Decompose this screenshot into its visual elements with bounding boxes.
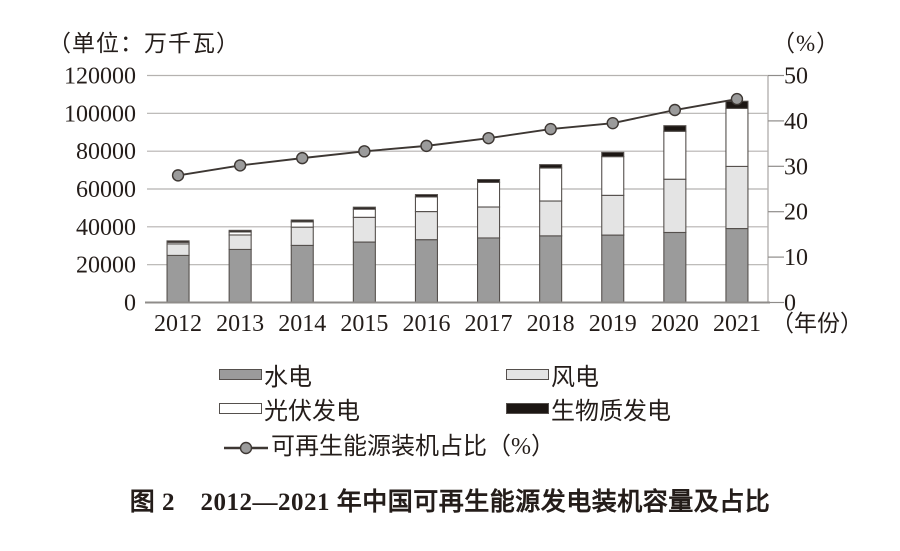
- right-axis-tick-label: 40: [784, 109, 808, 135]
- bar-segment-wind-2015: [352, 216, 376, 243]
- share-line-marker-icon: [224, 436, 268, 454]
- legend-label-biomass: 生物质发电: [551, 399, 671, 425]
- bar-segment-wind-2017: [476, 206, 501, 239]
- bar-segment-solar-2020: [663, 130, 687, 180]
- right-axis-tick-label: 0: [784, 291, 796, 317]
- share-point-2016: [420, 139, 433, 153]
- right-axis-tick-label: 30: [784, 154, 808, 180]
- legend-item-hydro: 水电: [219, 357, 312, 392]
- x-axis-year-label: 2013: [216, 311, 264, 337]
- bar-segment-wind-2018: [539, 200, 563, 237]
- x-axis-year-label: 2012: [154, 311, 202, 337]
- legend-item-share: 可再生能源装机占比（%）: [224, 426, 555, 461]
- share-point-2012: [171, 169, 185, 182]
- x-axis-year-label: 2020: [651, 311, 699, 337]
- bar-segment-wind-2021: [725, 165, 749, 230]
- bar-segment-biomass-2013: [228, 229, 252, 233]
- bar-segment-solar-2019: [601, 156, 625, 196]
- bar-segment-solar-2017: [476, 181, 501, 208]
- bar-segment-biomass-2016: [414, 194, 439, 198]
- x-axis-year-label: 2017: [465, 311, 513, 337]
- right-axis-unit-label: （%）: [772, 31, 841, 56]
- legend-item-solar: 光伏发电: [219, 391, 360, 426]
- bar-segment-wind-2019: [601, 194, 625, 236]
- share-point-2021: [730, 92, 744, 106]
- bar-segment-hydro-2021: [725, 228, 749, 304]
- bar-segment-biomass-2012: [166, 240, 190, 243]
- bar-segment-hydro-2012: [166, 254, 190, 304]
- legend-label-solar: 光伏发电: [264, 399, 360, 425]
- wind-swatch-icon: [506, 369, 549, 380]
- bar-segment-hydro-2017: [476, 237, 501, 304]
- bar-segment-solar-2021: [725, 107, 749, 167]
- bar-segment-solar-2015: [352, 208, 376, 218]
- bar-segment-solar-2016: [414, 196, 439, 213]
- x-axis-year-label: 2021: [713, 311, 761, 337]
- share-point-2020: [668, 103, 682, 117]
- left-axis-tick-label: 40000: [76, 215, 136, 241]
- bar-segment-biomass-2019: [601, 151, 625, 158]
- hydro-swatch-icon: [219, 369, 262, 380]
- bar-segment-biomass-2015: [352, 206, 376, 210]
- stacked-bar-line-chart: 0 20000 40000 60000 80000 100000 120000 0 10 20 30…: [64, 64, 863, 338]
- share-point-2014: [296, 151, 309, 165]
- x-axis-year-label: 2014: [278, 311, 326, 337]
- legend-item-biomass: 生物质发电: [506, 391, 671, 426]
- share-point-2015: [358, 145, 371, 158]
- legend-item-wind: 风电: [506, 357, 599, 392]
- bar-segment-wind-2012: [166, 243, 190, 256]
- bar-segment-wind-2013: [228, 234, 252, 251]
- figure-caption: 图 2 2012—2021 年中国可再生能源发电装机容量及占比: [129, 489, 771, 516]
- bar-segment-hydro-2014: [290, 244, 314, 304]
- bar-segment-hydro-2015: [352, 241, 376, 304]
- legend-label-share: 可再生能源装机占比（%）: [271, 434, 555, 460]
- right-axis-tick-label: 20: [784, 200, 808, 226]
- share-line: [177, 98, 738, 177]
- left-axis-unit-label: （单位：万千瓦）: [48, 31, 240, 56]
- x-axis-year-label: 2016: [402, 311, 450, 337]
- right-axis-tick-label: 50: [784, 64, 808, 90]
- left-axis-tick-label: 60000: [76, 177, 136, 203]
- right-axis-tick-label: 10: [784, 245, 808, 271]
- legend-label-wind: 风电: [551, 365, 599, 391]
- bar-segment-wind-2014: [290, 226, 314, 246]
- share-point-2019: [606, 116, 619, 130]
- left-axis-tick-label: 120000: [64, 64, 136, 90]
- bar-segment-biomass-2017: [476, 179, 501, 183]
- bar-segment-hydro-2018: [539, 235, 563, 304]
- bar-segment-hydro-2020: [663, 231, 687, 304]
- left-axis-tick-label: 20000: [76, 253, 136, 279]
- left-axis-tick-label: 0: [124, 291, 136, 317]
- bar-segment-wind-2020: [663, 178, 687, 234]
- x-axis-year-label: 2018: [527, 311, 575, 337]
- left-axis-tick-label: 100000: [64, 101, 136, 127]
- x-axis-year-label: 2015: [340, 311, 388, 337]
- bar-segment-hydro-2019: [601, 234, 625, 304]
- bar-segment-wind-2016: [414, 211, 439, 241]
- bar-segment-biomass-2018: [539, 164, 563, 169]
- bar-segment-biomass-2014: [290, 219, 314, 223]
- share-point-2013: [233, 159, 247, 172]
- left-axis-tick-label: 80000: [76, 139, 136, 165]
- bar-segment-solar-2014: [290, 221, 314, 228]
- bar-segment-solar-2018: [539, 167, 563, 202]
- share-point-2017: [482, 131, 495, 145]
- solar-swatch-icon: [219, 403, 262, 414]
- x-axis-suffix-label: （年份）: [771, 311, 863, 336]
- legend-marker: [239, 441, 253, 454]
- share-point-2018: [544, 122, 557, 136]
- x-axis-year-label: 2019: [589, 311, 637, 337]
- bar-segment-hydro-2016: [414, 239, 439, 304]
- bar-segment-biomass-2020: [663, 125, 687, 132]
- legend-label-hydro: 水电: [264, 365, 312, 391]
- bar-segment-hydro-2013: [228, 248, 252, 304]
- biomass-swatch-icon: [506, 403, 549, 414]
